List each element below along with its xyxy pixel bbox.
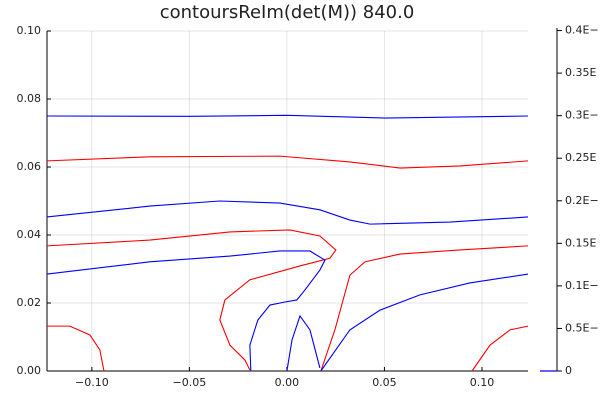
x-tick-label: 0.05 [372, 376, 397, 389]
contour-line [47, 325, 105, 372]
contour-line [46, 250, 326, 372]
y-tick-label: 0.00 [17, 364, 42, 377]
colorbar-tick-label: 0.25E [565, 151, 596, 164]
y-tick-label: 0.04 [17, 228, 42, 241]
y-tick-label: 0.06 [17, 160, 42, 173]
x-tick-label: 0.00 [275, 376, 300, 389]
colorbar-tick-label: 0.1E− [565, 279, 599, 292]
x-tick-label: −0.05 [173, 376, 207, 389]
colorbar-tick-label: 0.15E [565, 236, 596, 249]
contour-line [46, 155, 529, 169]
contour-line [46, 229, 337, 371]
contour-line [320, 245, 529, 372]
contour-line [286, 314, 321, 372]
y-tick-label: 0.02 [17, 296, 42, 309]
colorbar-tick-label: 0.5E− [565, 321, 599, 334]
chart-title: contoursReIm(det(M)) 840.0 [160, 2, 415, 23]
colorbar-tick-label: 0.3E− [565, 109, 599, 122]
colorbar-tick-label: 0.2E− [565, 194, 599, 207]
contour-line [46, 114, 529, 119]
colorbar-tick-label: 0 [565, 364, 572, 377]
y-tick-label: 0.10 [17, 24, 42, 37]
contour-line [320, 273, 529, 372]
x-tick-label: −0.10 [75, 376, 109, 389]
contour-line [46, 200, 529, 225]
contour-line [471, 325, 529, 372]
colorbar-tick-label: 0.4E− [565, 24, 599, 37]
colorbar-tick-label: 0.35E [565, 66, 596, 79]
x-tick-label: 0.10 [470, 376, 495, 389]
y-tick-label: 0.08 [17, 92, 42, 105]
